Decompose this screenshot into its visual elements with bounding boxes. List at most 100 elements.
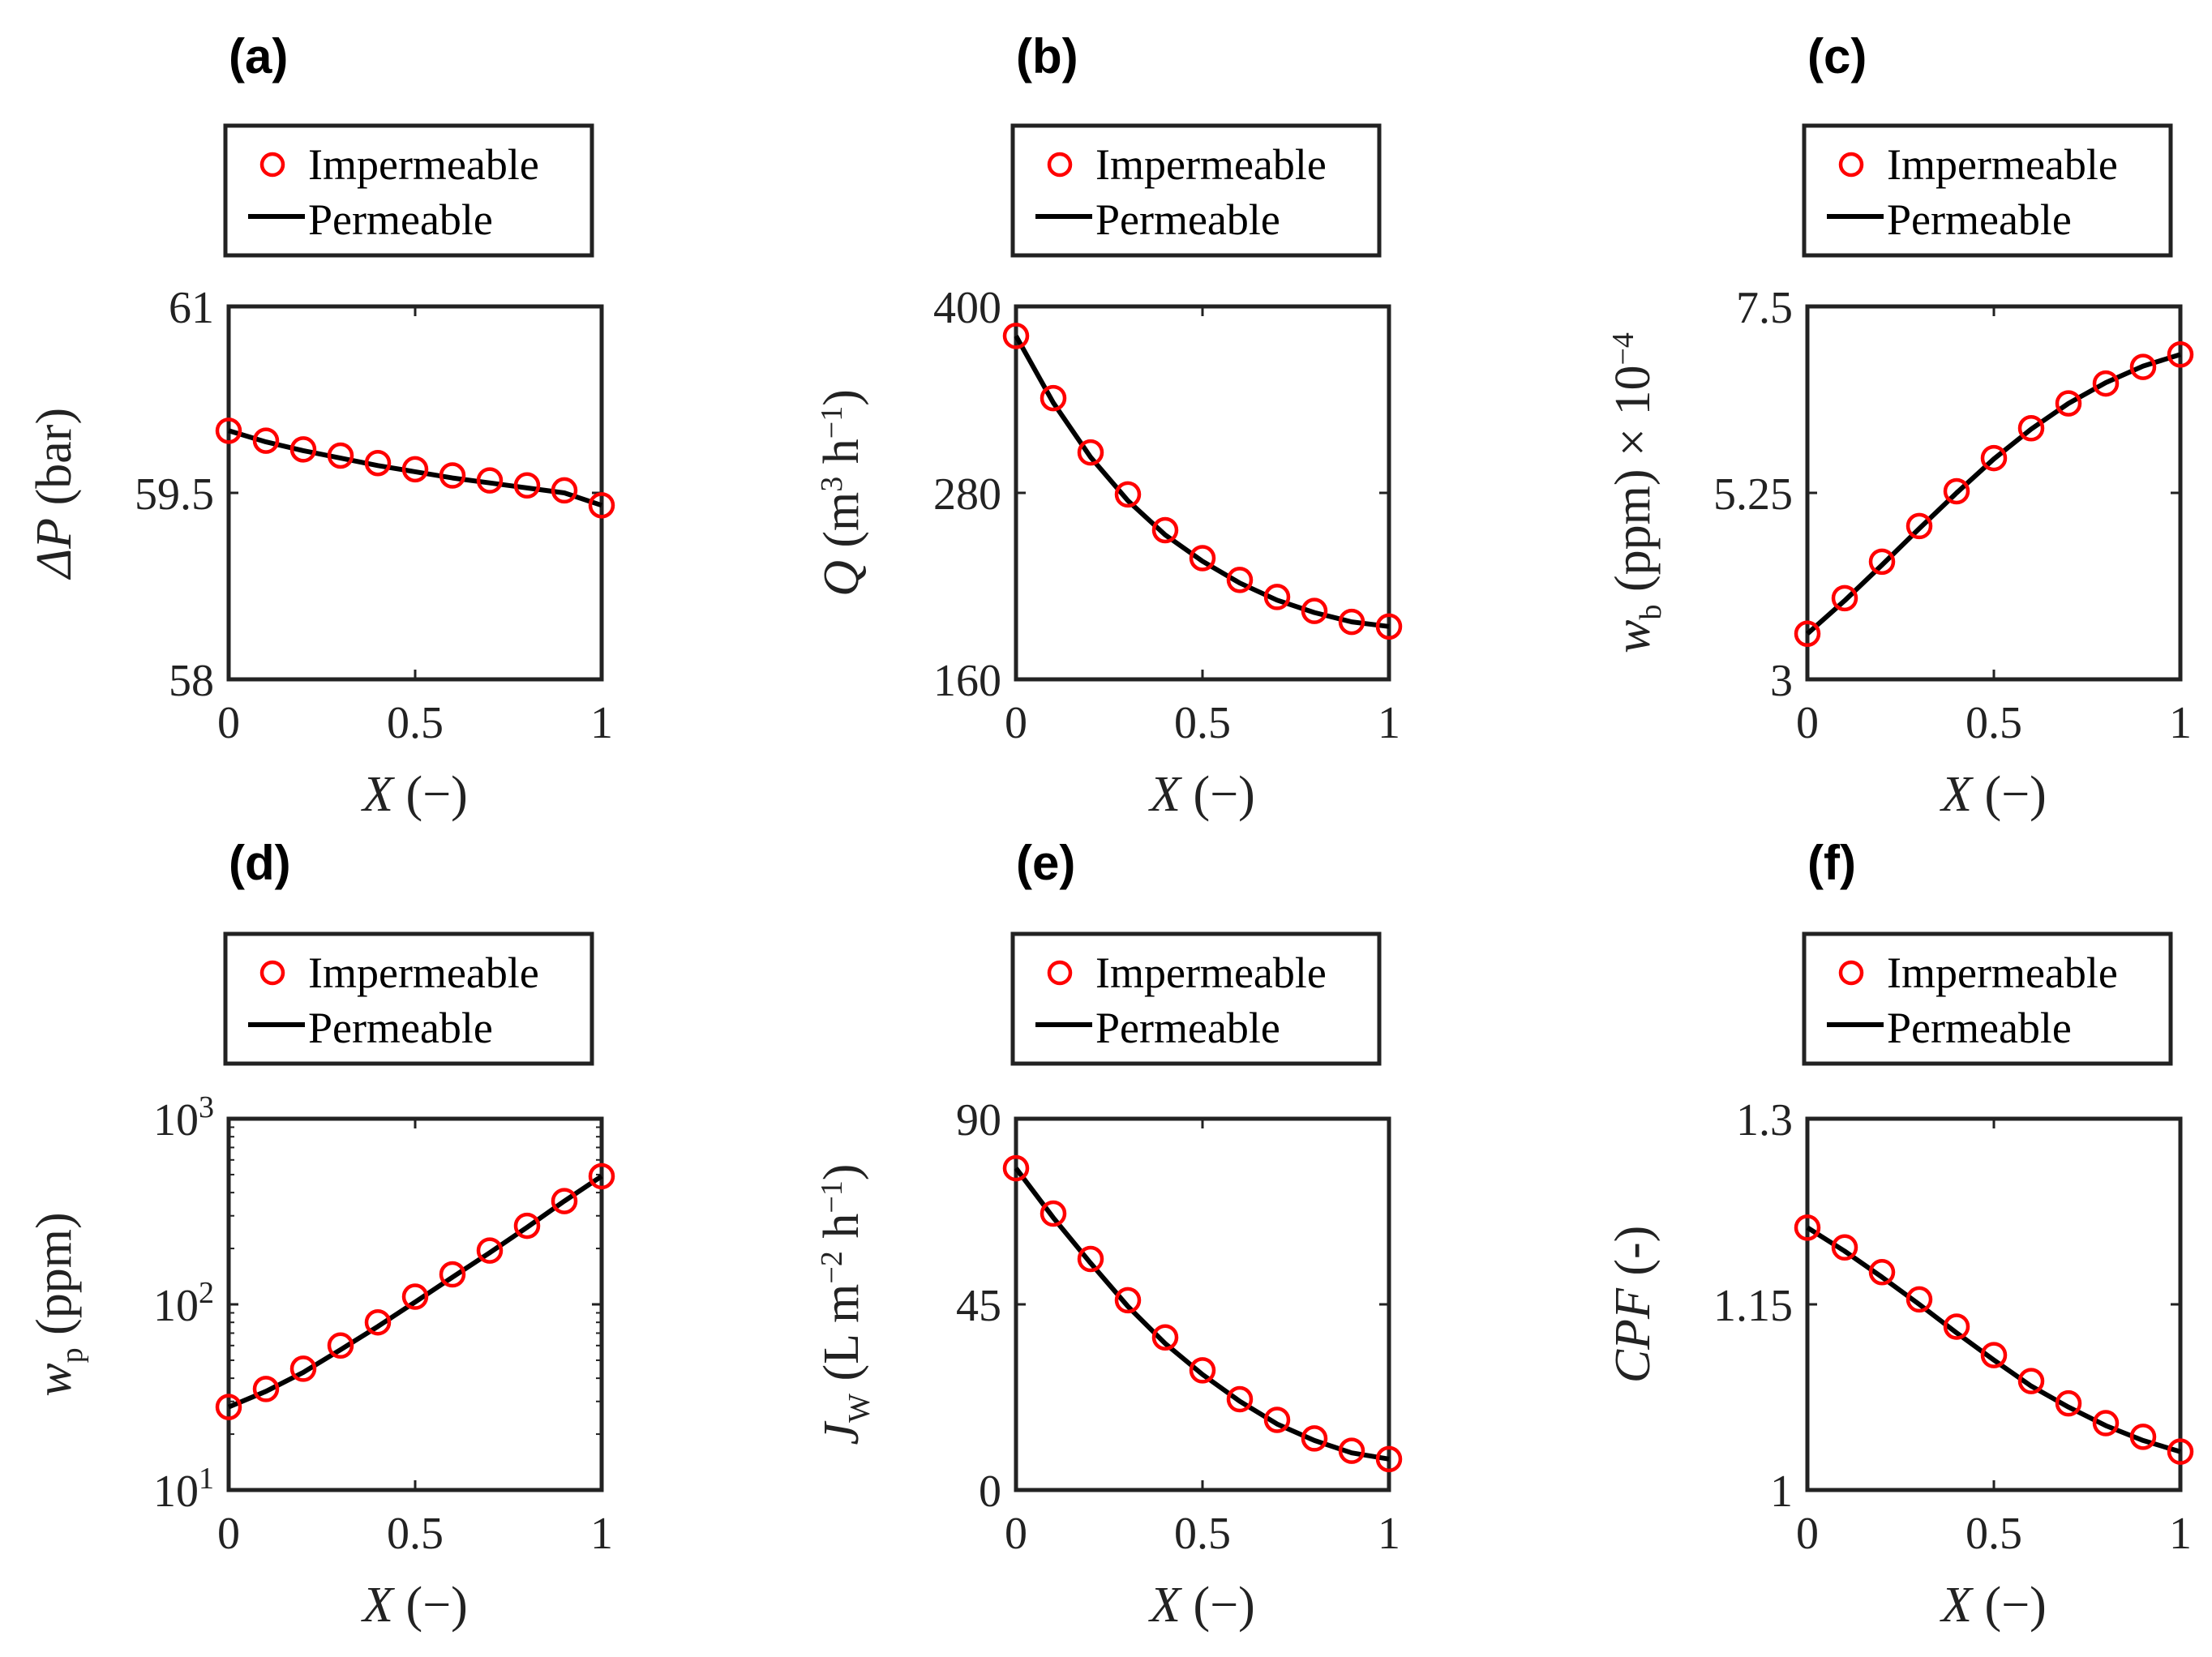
data-point-impermeable (401, 456, 429, 483)
data-point-impermeable (215, 1394, 242, 1420)
x-axis-label: X (−) (1939, 767, 2047, 822)
legend-box (223, 123, 594, 258)
data-point-impermeable (551, 1188, 578, 1214)
legend-marker-impermeable (259, 152, 285, 178)
legend-label-impermeable: Impermeable (308, 140, 539, 189)
data-point-impermeable (1114, 1287, 1142, 1314)
data-point-impermeable (476, 1237, 504, 1264)
legend-label-permeable: Permeable (308, 1004, 493, 1052)
y-axis-label: CPF (-) (1605, 1226, 1661, 1384)
y-tick-label: 5.25 (1713, 469, 1793, 520)
plot-area-frame (1014, 1116, 1391, 1492)
legend-label-impermeable: Impermeable (1095, 140, 1327, 189)
y-tick-label: 400 (933, 283, 1001, 333)
data-point-impermeable (2055, 390, 2082, 417)
x-tick-label: 1 (590, 698, 613, 748)
x-tick-label: 0 (217, 698, 240, 748)
data-point-impermeable (1980, 1342, 2008, 1368)
x-tick-label: 0.5 (1174, 698, 1231, 748)
data-point-impermeable (1905, 1286, 1933, 1313)
data-point-impermeable (1980, 444, 2008, 472)
x-tick-label: 0 (1005, 698, 1027, 748)
legend: Impermeable Permeable (1802, 931, 2173, 1066)
legend: Impermeable Permeable (223, 931, 594, 1066)
data-point-impermeable (1189, 1357, 1216, 1384)
x-tick-label: 0.5 (1966, 698, 2022, 748)
y-tick-label: 101 (153, 1462, 214, 1517)
data-point-impermeable (1868, 1259, 1896, 1286)
data-point-impermeable (2167, 341, 2194, 368)
y-tick-label: 280 (933, 469, 1001, 520)
data-point-impermeable (2129, 1424, 2157, 1450)
data-point-impermeable (2092, 1410, 2120, 1436)
legend-marker-impermeable (259, 960, 285, 986)
data-point-impermeable (1040, 384, 1067, 412)
data-point-impermeable (476, 467, 504, 494)
series-line-permeable (227, 1174, 603, 1410)
x-tick-label: 0.5 (387, 698, 444, 748)
data-point-impermeable (588, 1162, 615, 1190)
x-tick-label: 1 (590, 1509, 613, 1559)
y-axis-label: Q (m3 h−1) (814, 389, 869, 597)
data-point-impermeable (1905, 512, 1933, 540)
x-axis-label: X (−) (1939, 1578, 2047, 1633)
x-tick-label: 0 (217, 1509, 240, 1559)
data-point-impermeable (439, 1261, 466, 1288)
x-axis-label: X (−) (1147, 1578, 1255, 1633)
chart-panel-5: (e) Impermeable Permeable 0 45 90 0 0.5 1 X (−) JW… (814, 836, 1403, 1633)
data-point-impermeable (2017, 415, 2045, 442)
x-tick-label: 1 (1378, 1509, 1400, 1559)
x-tick-label: 0.5 (1966, 1509, 2022, 1559)
y-axis-label: JW (L m−2 h−1) (814, 1164, 877, 1445)
data-point-impermeable (1114, 481, 1142, 508)
data-point-impermeable (1189, 545, 1216, 572)
legend-label-permeable: Permeable (1887, 195, 2072, 244)
y-tick-label: 102 (153, 1276, 214, 1331)
legend: Impermeable Permeable (1010, 931, 1382, 1066)
data-point-impermeable (2129, 353, 2157, 380)
series-line-permeable (1014, 334, 1390, 629)
legend: Impermeable Permeable (1802, 123, 2173, 258)
data-point-impermeable (513, 1212, 541, 1240)
y-tick-label: 103 (153, 1090, 214, 1145)
data-point-impermeable (1301, 1425, 1328, 1452)
y-tick-label: 90 (956, 1095, 1001, 1145)
y-tick-label: 7.5 (1736, 283, 1793, 333)
panel-label: (a) (229, 29, 288, 83)
data-point-impermeable (215, 417, 242, 444)
x-axis-label: X (−) (1147, 767, 1255, 822)
y-tick-label: 160 (933, 656, 1001, 706)
data-point-impermeable (1077, 1245, 1104, 1273)
legend-box (1802, 931, 2173, 1066)
data-point-impermeable (1002, 323, 1030, 349)
data-point-impermeable (2167, 1438, 2194, 1465)
y-tick-label: 1.15 (1713, 1281, 1793, 1331)
data-point-impermeable (1831, 1234, 1858, 1261)
x-tick-label: 1 (2169, 1509, 2192, 1559)
data-point-impermeable (1794, 620, 1821, 648)
data-point-impermeable (2017, 1368, 2045, 1394)
data-point-impermeable (1226, 567, 1254, 593)
series-line-permeable (1806, 1225, 2181, 1454)
data-point-impermeable (513, 472, 541, 499)
data-point-impermeable (1375, 1445, 1403, 1473)
chart-panel-1: (a) Impermeable Permeable 58 59.5 61 0 0.5 1 X (−… (27, 29, 615, 822)
data-point-impermeable (1263, 584, 1291, 610)
panel-label: (b) (1016, 29, 1078, 83)
chart-panel-2: (b) Impermeable Permeable 160 280 400 0 0.5 1 X (… (814, 29, 1403, 822)
legend-box (1802, 123, 2173, 258)
data-point-impermeable (289, 436, 317, 463)
data-point-impermeable (364, 1308, 392, 1336)
legend-marker-impermeable (1838, 960, 1864, 986)
y-tick-label: 1.3 (1736, 1095, 1793, 1145)
legend-label-impermeable: Impermeable (1095, 948, 1327, 997)
y-axis-label: ΔP (bar) (27, 408, 82, 580)
data-point-impermeable (1301, 597, 1328, 624)
x-tick-label: 0 (1005, 1509, 1027, 1559)
legend-box (223, 931, 594, 1066)
data-point-impermeable (1338, 1437, 1365, 1464)
y-tick-label: 58 (169, 656, 214, 706)
y-axis-label: wp (ppm) (27, 1212, 89, 1396)
plot-area-frame (226, 304, 604, 682)
legend-box (1010, 123, 1382, 258)
